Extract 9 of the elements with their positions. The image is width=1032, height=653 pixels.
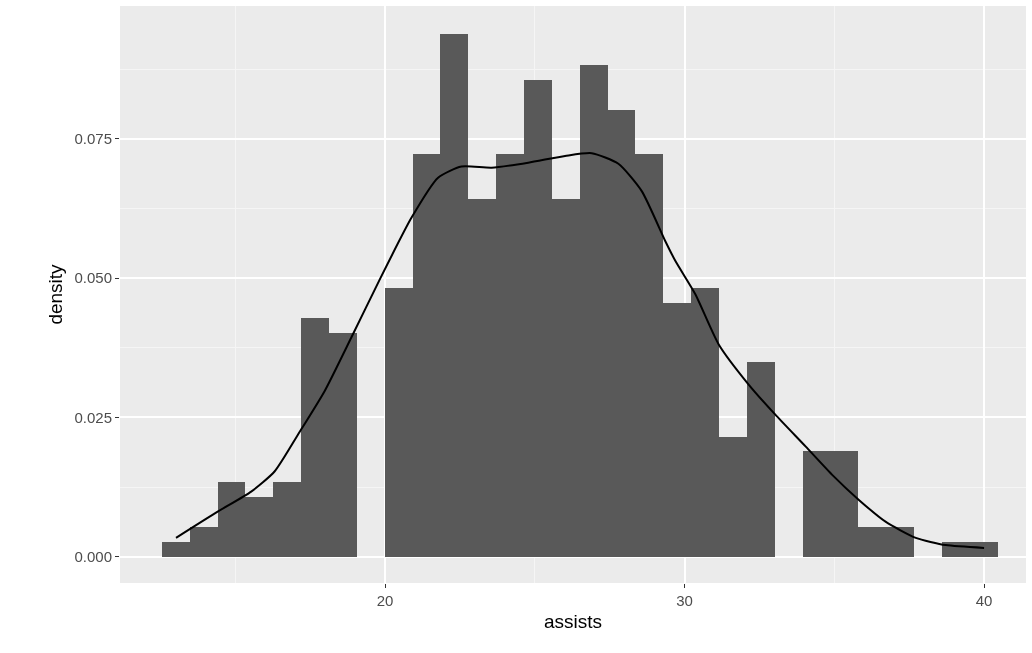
x-axis-title: assists — [543, 610, 603, 632]
x-tick-label: 20 — [376, 592, 394, 609]
y-tick-label: 0.050 — [74, 269, 112, 287]
x-tick-label: 30 — [676, 592, 693, 609]
y-axis-title: density — [45, 263, 67, 325]
y-tick-label: 0.025 — [74, 408, 112, 426]
y-tick-label: 0.075 — [74, 129, 112, 147]
y-tick-label: 0.000 — [74, 548, 112, 566]
x-tick-label: 40 — [975, 592, 993, 609]
